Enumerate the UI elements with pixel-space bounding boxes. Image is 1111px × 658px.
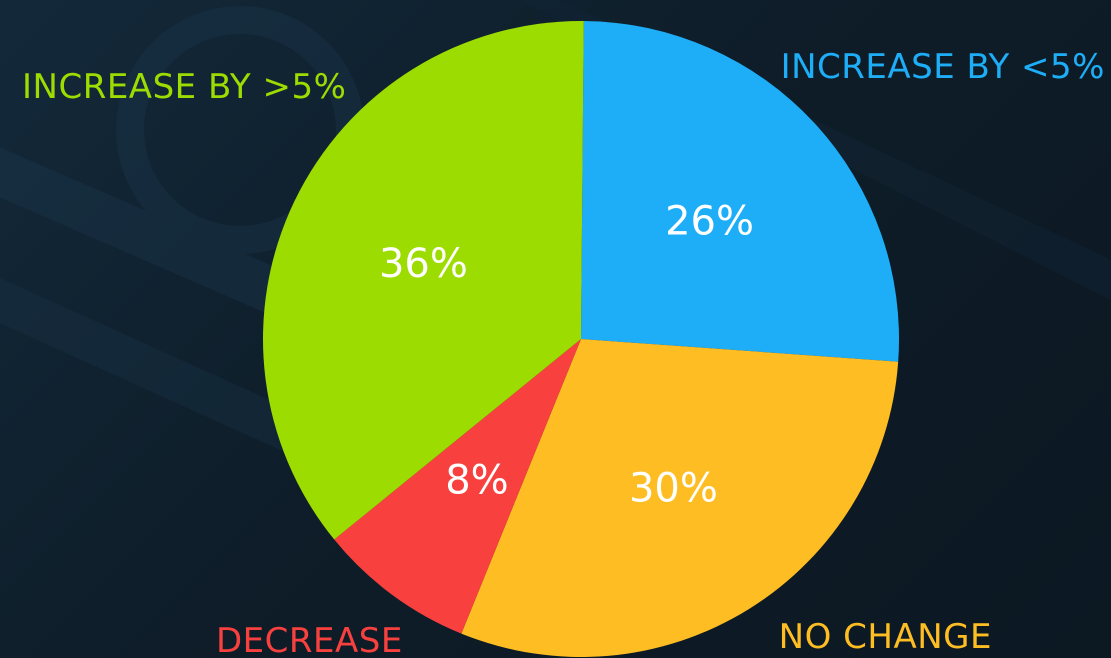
category-label-increase-by-5: INCREASE BY >5%	[22, 67, 346, 107]
pie-slice-increase-by-5	[581, 21, 899, 362]
pie-slice-decrease	[334, 339, 581, 634]
pie-slice-no-change	[461, 339, 899, 657]
pie-slices	[262, 21, 899, 657]
percentage-labels: 26% 30% 8% 36%	[379, 198, 754, 511]
category-labels: INCREASE BY <5% NO CHANGE DECREASE INCREASE…	[22, 47, 1105, 658]
category-label-decrease: DECREASE	[216, 621, 403, 658]
data-label-increase-by-5: 36%	[379, 241, 468, 287]
pie-slice-increase-by-5	[262, 21, 584, 540]
data-label-increase-by-5: 26%	[665, 198, 754, 244]
data-label-decrease: 8%	[445, 458, 508, 504]
category-label-increase-by-5: INCREASE BY <5%	[781, 47, 1105, 87]
data-label-no-change: 30%	[629, 465, 718, 511]
category-label-no-change: NO CHANGE	[779, 617, 992, 657]
